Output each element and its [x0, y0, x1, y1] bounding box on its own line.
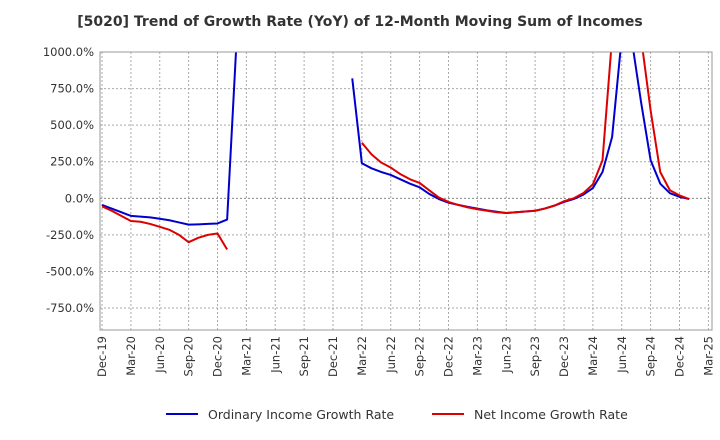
x-tick-label: Mar-23: [470, 336, 484, 376]
x-tick-label: Sep-20: [182, 336, 196, 376]
y-tick-label: -750.0%: [46, 301, 94, 315]
series-line-ordinary-income: [101, 52, 690, 226]
x-tick-label: Sep-21: [297, 336, 311, 376]
x-tick-label: Sep-22: [413, 336, 427, 376]
x-tick-label: Dec-22: [442, 336, 456, 377]
series-line-net-income: [101, 52, 690, 251]
x-tick-label: Jun-20: [153, 336, 167, 374]
x-tick-label: Dec-24: [673, 336, 687, 377]
x-axis-tick-labels: Dec-19 Mar-20 Jun-20 Sep-20 Dec-20 Mar-21 Jun-…: [95, 336, 715, 377]
y-tick-label: 0.0%: [65, 191, 94, 205]
chart-title: [5020] Trend of Growth Rate (YoY) of 12-…: [77, 14, 643, 30]
y-tick-label: -250.0%: [46, 228, 94, 242]
x-tick-label: Mar-22: [355, 336, 369, 376]
y-axis-tick-labels: 1000.0% 750.0% 500.0% 250.0% 0.0% -250.0% -500…: [43, 45, 94, 315]
legend-label: Ordinary Income Growth Rate: [208, 407, 394, 422]
x-tick-label: Mar-24: [586, 336, 600, 376]
x-tick-label: Sep-23: [528, 336, 542, 376]
y-tick-label: 500.0%: [50, 118, 94, 132]
x-tick-label: Dec-23: [557, 336, 571, 377]
grid-layer: [100, 51, 712, 330]
x-tick-label: Jun-22: [384, 336, 398, 374]
series-layer: [101, 52, 690, 251]
y-tick-label: -500.0%: [46, 264, 94, 278]
y-tick-label: 1000.0%: [43, 45, 94, 59]
plot-area-frame: [99, 51, 713, 331]
x-tick-label: Dec-19: [95, 336, 109, 377]
x-tick-label: Jun-24: [615, 336, 629, 374]
y-tick-label: 250.0%: [50, 155, 94, 169]
legend-label: Net Income Growth Rate: [474, 407, 628, 422]
x-tick-label: Mar-25: [701, 336, 715, 376]
x-tick-label: Jun-21: [268, 336, 282, 374]
y-tick-label: 750.0%: [50, 82, 94, 96]
legend: Ordinary Income Growth Rate Net Income Gr…: [166, 407, 628, 422]
x-tick-label: Dec-20: [211, 336, 225, 377]
x-tick-label: Sep-24: [644, 336, 658, 376]
x-tick-label: Jun-23: [499, 336, 513, 374]
x-tick-label: Dec-21: [326, 336, 340, 377]
x-tick-label: Mar-21: [239, 336, 253, 376]
x-tick-label: Mar-20: [124, 336, 138, 376]
